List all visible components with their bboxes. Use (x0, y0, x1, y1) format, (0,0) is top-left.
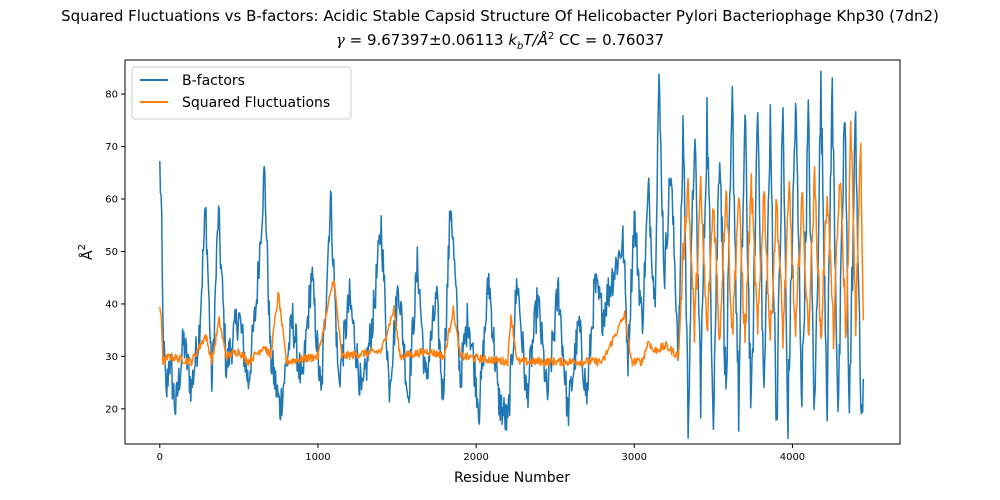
x-tick-label: 3000 (622, 452, 647, 463)
plot-lines (159, 70, 865, 440)
units-k: k (508, 31, 518, 49)
y-axis-label-base: Å (79, 250, 96, 260)
x-axis: 0 1000 2000 3000 4000 (157, 444, 805, 463)
y-axis: 20 30 40 50 60 70 80 (105, 90, 125, 415)
y-axis-label: Å2 (77, 244, 96, 260)
legend-label: Squared Fluctuations (182, 95, 330, 111)
series-squared-fluctuations-line (159, 120, 865, 367)
units-rest: T/Å (523, 31, 548, 49)
x-axis-label: Residue Number (454, 470, 570, 486)
chart-title: Squared Fluctuations vs B-factors: Acidi… (61, 7, 939, 25)
gamma-symbol: γ (335, 31, 345, 49)
axes-frame (124, 59, 901, 445)
y-tick-label: 80 (105, 90, 118, 101)
y-tick-label: 30 (105, 352, 118, 363)
x-tick-label: 1000 (305, 452, 330, 463)
y-tick-label: 40 (105, 299, 118, 310)
x-tick-label: 0 (157, 452, 163, 463)
x-tick-label: 4000 (780, 452, 805, 463)
gamma-value: = 9.67397±0.06113 (344, 31, 509, 49)
legend-label: B-factors (182, 73, 245, 89)
y-axis-label-sup: 2 (77, 244, 88, 250)
units-b: b (517, 41, 524, 52)
series-b-factors-line (159, 70, 865, 440)
y-tick-label: 70 (105, 142, 118, 153)
cc-value: CC = 0.76037 (554, 31, 665, 49)
y-tick-label: 60 (105, 195, 118, 206)
units-sup: 2 (547, 31, 555, 42)
legend: B-factors Squared Fluctuations (131, 66, 352, 120)
y-tick-label: 20 (105, 404, 118, 415)
chart-subtitle: γ = 9.67397±0.06113 kbT/Å2 CC = 0.76037 (0, 31, 1000, 52)
y-tick-label: 50 (105, 247, 118, 258)
x-tick-label: 2000 (463, 452, 488, 463)
